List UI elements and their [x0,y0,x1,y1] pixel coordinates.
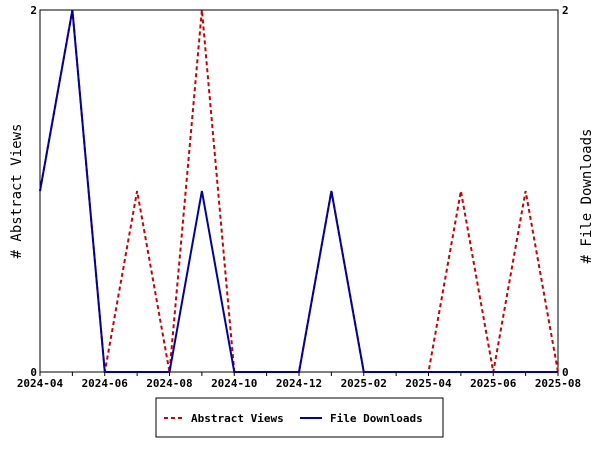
x-tick-label: 2025-06 [470,377,517,390]
x-tick-label: 2024-08 [146,377,192,390]
y-tick-label-left: 0 [30,366,37,379]
legend-label-abstract-views: Abstract Views [191,412,284,425]
x-tick-label: 2025-08 [535,377,581,390]
legend-box [155,397,444,438]
x-tick-label: 2024-12 [276,377,322,390]
y-tick-label-right: 0 [562,366,569,379]
plot-frame [39,9,559,373]
legend: Abstract Views File Downloads [155,397,444,438]
x-tick-label: 2025-02 [341,377,387,390]
series-line-abstract-views [39,9,559,373]
x-tick-label: 2024-04 [17,377,64,390]
y-axis-title-left: # Abstract Views [9,124,25,259]
x-tick-label: 2024-06 [82,377,129,390]
y-tick-label-right: 2 [562,4,569,17]
x-tick-label: 2025-04 [405,377,452,390]
series-line-file-downloads [39,9,558,373]
y-tick-label-left: 2 [30,4,37,17]
legend-label-file-downloads: File Downloads [330,412,423,425]
x-tick-label: 2024-10 [211,377,257,390]
y-axis-title-right: # File Downloads [579,129,595,264]
